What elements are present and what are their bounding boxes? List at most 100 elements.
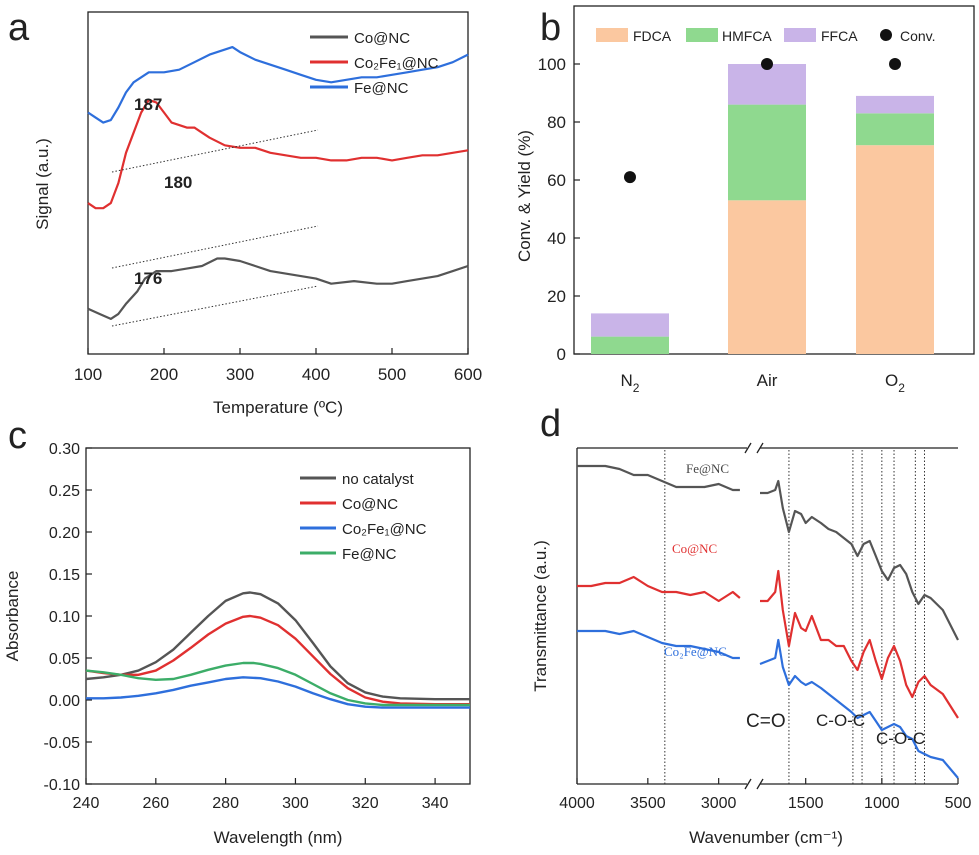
panel-d-x-tick-label: 1000 xyxy=(864,795,900,812)
panel-a-x-tick-label: 200 xyxy=(150,365,178,384)
panel-a-legend: Co@NC Co₂Fe₁@NC Fe@NC xyxy=(310,30,439,97)
panel-d-series-co-fe-nc-high xyxy=(577,629,740,660)
panel-letter-a: a xyxy=(8,7,30,49)
panel-d-series xyxy=(577,464,959,779)
panel-c: 240 260 280 300 320 340 -0.10 -0.05 0.00 0.05 0.10… xyxy=(3,441,471,847)
panel-a-x-tick-label: 500 xyxy=(378,365,406,384)
spectrum-label-co2fe: Co₂Fe@NC xyxy=(664,644,727,659)
panel-c-legend: no catalyst Co@NC Co₂Fe₁@NC Fe@NC xyxy=(300,471,427,563)
panel-a-frame xyxy=(87,11,469,355)
panel-b-x-tick-o2: O2 xyxy=(885,371,905,395)
panel-d: 4000 3500 3000 1500 1000 500 Fe@NC Co@NC Co₂F… xyxy=(531,442,971,847)
panel-c-y-tick-label: -0.05 xyxy=(44,735,81,752)
panel-a-x-label: Temperature (ºC) xyxy=(213,398,343,417)
panel-c-x-tick-label: 320 xyxy=(352,795,379,812)
bar-ffca-n2 xyxy=(591,313,669,337)
legend-label-co2fe1: Co₂Fe₁@NC xyxy=(342,521,427,538)
panel-c-x-label: Wavelength (nm) xyxy=(214,828,343,847)
panel-b-y-tick-label: 0 xyxy=(557,345,566,364)
spectrum-label-fe: Fe@NC xyxy=(686,461,729,476)
peak-label-co2fe1: 180 xyxy=(164,173,192,192)
panel-d-series-fe-nc-low xyxy=(760,479,959,641)
panel-letter-d: d xyxy=(540,403,561,445)
panel-b-bars xyxy=(591,58,934,354)
panel-c-x-tick-label: 240 xyxy=(73,795,100,812)
panel-d-series-co-nc-high xyxy=(577,575,741,603)
bar-fdca-o2 xyxy=(856,145,934,354)
band-label-coc-2: C-O-C xyxy=(876,729,925,748)
panel-a-x-tick-label: 600 xyxy=(454,365,482,384)
legend-label-ffca: FFCA xyxy=(821,28,858,44)
panel-a-x-tick-label: 300 xyxy=(226,365,254,384)
legend-label-fe: Fe@NC xyxy=(354,80,409,97)
panel-a-series xyxy=(87,46,469,320)
panel-c-y-label: Absorbance xyxy=(3,571,22,662)
panel-a-y-label: Signal (a.u.) xyxy=(33,138,52,230)
panel-b-y-tick-label: 100 xyxy=(538,55,566,74)
panel-c-y-tick-label: 0.10 xyxy=(49,609,80,626)
legend-swatch-conv xyxy=(880,29,892,41)
panel-c-x-tick-label: 340 xyxy=(422,795,449,812)
panel-c-y-tick-label: 0.00 xyxy=(49,693,80,710)
panel-b-y-tick-label: 80 xyxy=(547,113,566,132)
panel-b: 0 20 40 60 80 100 N2 Air O2 FDCA HMFCA FFCA C… xyxy=(515,5,975,395)
panel-b-x-tick-air: Air xyxy=(757,371,778,390)
legend-swatch-fdca xyxy=(596,28,628,42)
legend-label-co: Co@NC xyxy=(342,496,398,513)
panel-b-y-tick-label: 60 xyxy=(547,171,566,190)
bar-ffca-o2 xyxy=(856,95,934,114)
co2fe1-baseline xyxy=(111,225,319,269)
axis-break-bottom xyxy=(744,778,764,790)
panel-a-series-co-fe-nc xyxy=(87,98,469,210)
conv-marker-n2 xyxy=(624,171,636,184)
panel-a-x-tick-label: 100 xyxy=(74,365,102,384)
panel-c-series-no-catalyst xyxy=(85,591,470,701)
conv-marker-air xyxy=(761,58,773,70)
panel-b-legend: FDCA HMFCA FFCA Conv. xyxy=(596,28,936,44)
panel-d-x-label: Wavenumber (cm⁻¹) xyxy=(689,828,843,847)
fe-baseline xyxy=(111,129,319,173)
panel-a-x-tick-label: 400 xyxy=(302,365,330,384)
panel-c-y-tick-label: 0.15 xyxy=(49,567,80,584)
peak-label-fe: 187 xyxy=(134,95,162,114)
panel-d-x-ticks: 4000 3500 3000 1500 1000 500 xyxy=(559,778,971,812)
panel-c-series-co-fe-nc xyxy=(86,676,470,709)
panel-b-y-tick-label: 20 xyxy=(547,287,566,306)
panel-d-x-tick-label: 1500 xyxy=(788,795,824,812)
band-label-co: C=O xyxy=(746,711,786,732)
axis-break-top xyxy=(744,442,764,454)
legend-swatch-hmfca xyxy=(686,28,718,42)
panel-b-y-tick-label: 40 xyxy=(547,229,566,248)
legend-label-conv: Conv. xyxy=(900,28,936,44)
panel-a-x-ticks: 100 200 300 400 500 600 xyxy=(74,348,482,384)
panel-b-y-label: Conv. & Yield (%) xyxy=(515,130,534,262)
bar-hmfca-n2 xyxy=(591,336,669,354)
panel-d-series-co-nc-low xyxy=(760,569,959,719)
panel-b-x-tick-n2: N2 xyxy=(621,371,640,395)
panel-c-y-tick-label: 0.05 xyxy=(49,651,80,668)
panel-letter-b: b xyxy=(540,7,561,49)
panel-c-series-co-nc xyxy=(85,614,470,706)
bar-hmfca-o2 xyxy=(856,113,934,146)
panel-d-series-fe-nc-high xyxy=(577,464,740,492)
panel-b-y-ticks: 0 20 40 60 80 100 xyxy=(538,55,580,364)
legend-label-co: Co@NC xyxy=(354,30,410,47)
peak-label-co: 176 xyxy=(134,269,162,288)
bar-fdca-air xyxy=(728,200,806,354)
panel-c-y-tick-label: 0.30 xyxy=(49,441,80,458)
legend-label-co2fe1: Co₂Fe₁@NC xyxy=(354,55,439,72)
panel-c-x-tick-label: 280 xyxy=(212,795,239,812)
panel-d-x-tick-label: 3500 xyxy=(630,795,666,812)
panel-letter-c: c xyxy=(8,415,27,457)
panel-c-ticks: 240 260 280 300 320 340 -0.10 -0.05 0.00 0.05 0.10… xyxy=(44,441,449,812)
bar-hmfca-air xyxy=(728,104,806,201)
legend-label-fdca: FDCA xyxy=(633,28,672,44)
legend-label-no-catalyst: no catalyst xyxy=(342,471,415,488)
panel-a-series-co-nc xyxy=(87,257,469,320)
panel-c-y-tick-label: 0.20 xyxy=(49,525,80,542)
panel-c-series-fe-nc xyxy=(85,661,470,707)
panel-c-y-tick-label: -0.10 xyxy=(44,777,81,794)
panel-c-y-tick-label: 0.25 xyxy=(49,483,80,500)
